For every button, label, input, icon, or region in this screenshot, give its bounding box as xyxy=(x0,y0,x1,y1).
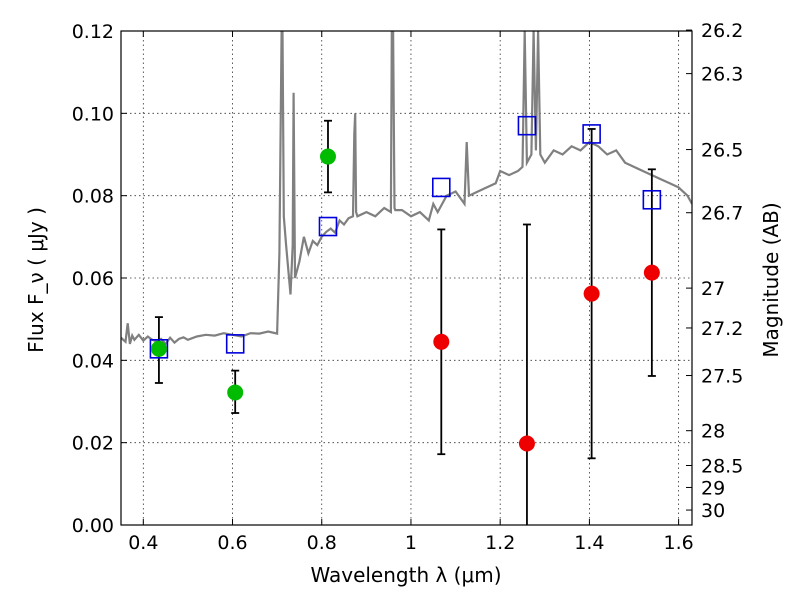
green-data-point xyxy=(227,384,244,401)
green-data-point xyxy=(319,148,336,165)
y-tick-label: 0.04 xyxy=(72,350,114,372)
x-tick-label: 1.4 xyxy=(574,532,604,554)
x-tick-label: 0.4 xyxy=(128,532,158,554)
model-box xyxy=(318,216,338,237)
model-box xyxy=(642,189,662,210)
error-bars xyxy=(154,119,656,525)
spectrum-series xyxy=(121,31,692,346)
mag-tick-label: 26.7 xyxy=(701,203,743,225)
grid-lines xyxy=(121,30,692,526)
green-data-point xyxy=(150,340,167,357)
model-box xyxy=(582,124,601,144)
y-axis-right-label: Magnitude (AB) xyxy=(759,202,783,357)
model-boxes xyxy=(149,115,662,359)
model-box xyxy=(149,339,169,359)
y-tick-label: 0.02 xyxy=(72,433,114,455)
red-data-point xyxy=(518,435,535,452)
x-tick-label: 0.6 xyxy=(217,532,247,554)
y-tick-label: 0.06 xyxy=(72,268,114,290)
y-axis-label: Flux F_ν ( μJy ) xyxy=(24,207,48,353)
red-data-point xyxy=(643,264,660,281)
mag-tick-label: 28 xyxy=(701,421,725,443)
red-data-point xyxy=(583,285,600,302)
x-tick-label: 1.6 xyxy=(664,532,694,554)
y-tick-label: 0.00 xyxy=(72,515,114,537)
mag-tick-label: 26.5 xyxy=(701,140,743,162)
y-tick-label: 0.08 xyxy=(72,186,114,208)
red-data-point xyxy=(433,333,450,350)
x-axis-label: Wavelength λ (μm) xyxy=(310,563,501,587)
y-tick-label: 0.12 xyxy=(72,21,114,43)
mag-tick-label: 28.5 xyxy=(701,455,743,477)
mag-tick-label: 30 xyxy=(701,500,725,522)
photometry-points xyxy=(150,148,660,452)
mag-tick-label: 27.2 xyxy=(701,318,743,340)
mag-tick-label: 27.5 xyxy=(701,366,743,388)
x-tick-label: 1 xyxy=(405,532,417,554)
axis-ticks: 0.4 0.6 0.8 1 1.2 1.4 1.6 0.00 0.02 0.04 0.06 0.08 0… xyxy=(72,20,744,554)
model-box xyxy=(517,115,537,136)
mag-tick-label: 27 xyxy=(701,278,725,300)
mag-tick-label: 26.3 xyxy=(701,64,743,86)
mag-tick-label: 29 xyxy=(701,477,725,499)
model-box xyxy=(431,177,451,198)
mag-tick-label: 26.2 xyxy=(701,20,743,42)
y-tick-label: 0.10 xyxy=(72,103,114,125)
model-box xyxy=(225,334,245,354)
x-tick-label: 1.2 xyxy=(485,532,515,554)
x-tick-label: 0.8 xyxy=(307,532,337,554)
spectrum-line xyxy=(121,31,692,346)
